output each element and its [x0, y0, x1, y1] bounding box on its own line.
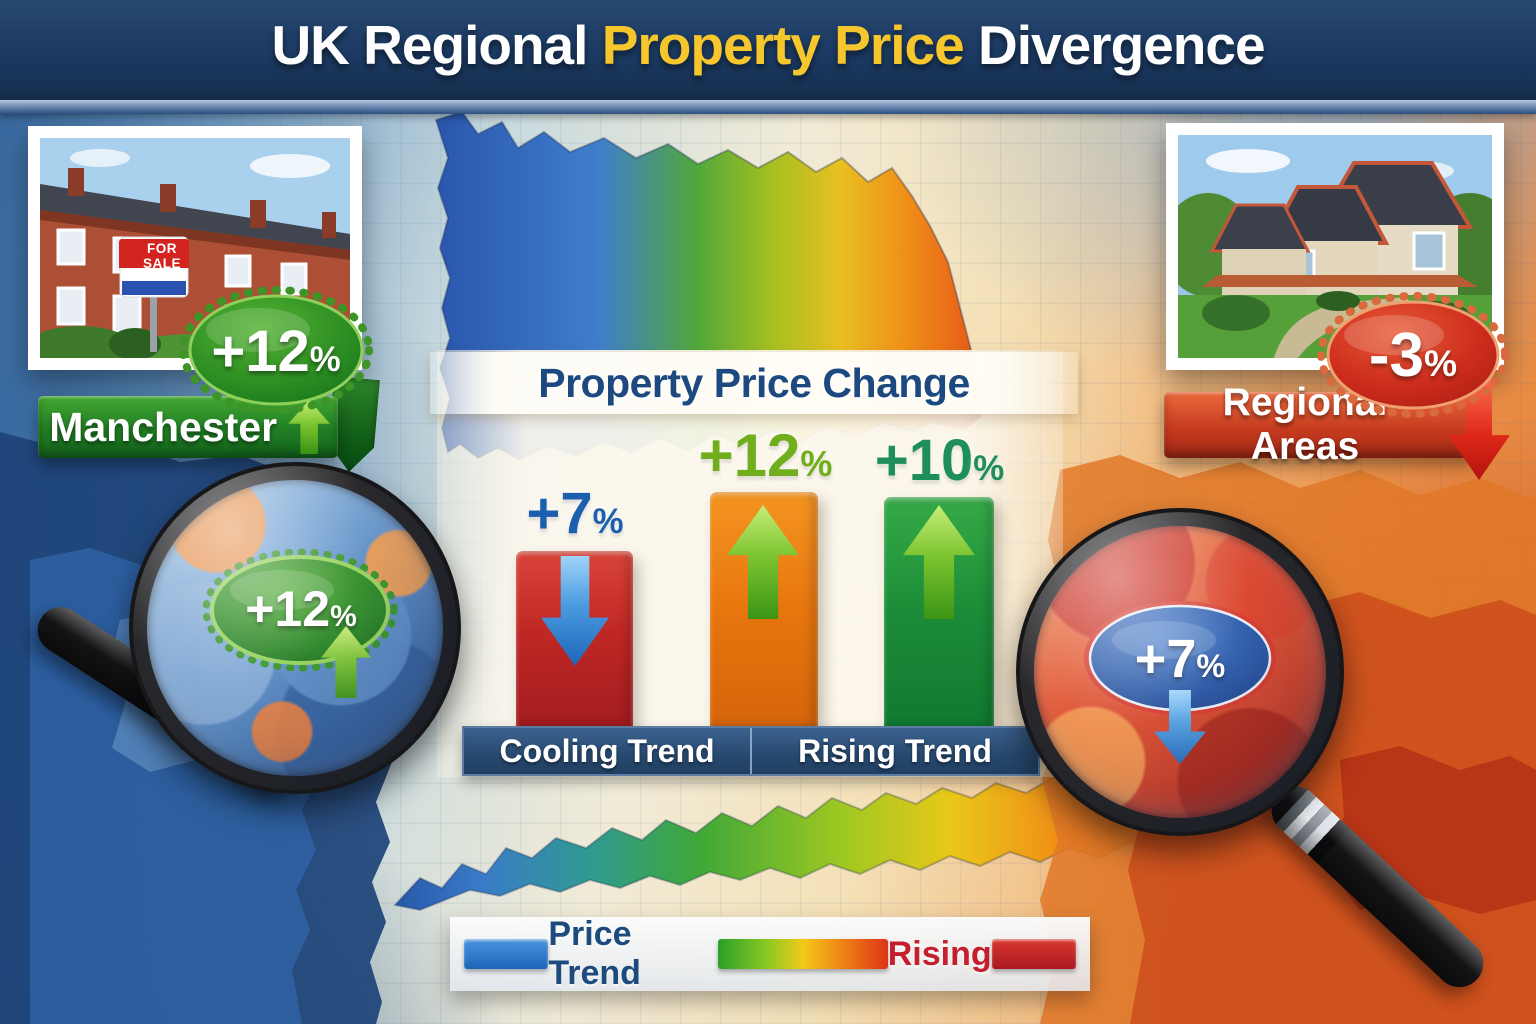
- badge-value: +12: [245, 581, 331, 637]
- badge-value: -3: [1368, 321, 1425, 390]
- for-sale-sign: FOR SALE: [142, 241, 181, 271]
- lens-badge-blue: [1084, 601, 1276, 715]
- badge-value: +7: [1134, 629, 1197, 689]
- bar-value: +12: [698, 422, 801, 489]
- bar-value-label: +12%: [688, 421, 843, 490]
- title-part-2: Divergence: [963, 14, 1266, 76]
- legend-strip: Price Trend Rising: [450, 915, 1090, 992]
- badge-unit: %: [1196, 648, 1226, 684]
- legend-rising-label: Rising: [887, 934, 992, 973]
- badge-value: +12: [211, 319, 310, 384]
- manchester-ribbon: Manchester: [38, 396, 338, 458]
- legend-price-trend-label: Price Trend: [548, 915, 641, 992]
- bar-unit: %: [973, 449, 1005, 488]
- lens-badge-green: [202, 548, 398, 672]
- magnifier-lens-map: +12%: [133, 466, 457, 790]
- legend-gradient-bar: [718, 939, 888, 969]
- manchester-label: Manchester: [49, 403, 278, 450]
- manchester-badge-value: +12%: [186, 318, 366, 385]
- bar-value: +7: [526, 481, 593, 546]
- bar-unit: %: [592, 502, 624, 541]
- bar-value-label: +7%: [500, 480, 650, 547]
- trend-divider: [750, 728, 752, 774]
- trend-footer-strip: Cooling Trend Rising Trend: [462, 726, 1040, 776]
- regional-badge-value: -3%: [1324, 320, 1502, 391]
- lens-badge-value: +12%: [208, 580, 394, 638]
- title-bar: UK Regional Property Price Divergence: [0, 0, 1536, 100]
- title-bar-bevel: [0, 100, 1536, 114]
- down-arrow-icon: [1154, 690, 1206, 764]
- page-title: UK Regional Property Price Divergence: [0, 13, 1536, 77]
- regional-areas-label: Regional Areas: [1222, 381, 1388, 468]
- legend-swatch-red: [991, 939, 1076, 969]
- badge-unit: %: [309, 340, 341, 379]
- bar-value-label: +10%: [862, 427, 1017, 494]
- manchester-badge-seal: [179, 286, 373, 414]
- cooling-trend-label: Cooling Trend: [499, 732, 715, 769]
- legend-swatch-blue: [464, 939, 549, 969]
- lens-badge-value: +7%: [1086, 628, 1274, 690]
- magnifier-lens-map: +7%: [1020, 512, 1340, 832]
- up-arrow-icon: [321, 626, 371, 698]
- badge-unit: %: [1424, 342, 1458, 384]
- chart-title: Property Price Change: [538, 360, 970, 406]
- title-part-accent: Property Price: [601, 14, 965, 76]
- bar-value: +10: [874, 428, 974, 493]
- bar-unit: %: [800, 443, 833, 484]
- magnifier-left: +12%: [28, 462, 461, 801]
- magnifier-right: +7%: [1016, 508, 1494, 998]
- title-part-1: UK Regional: [271, 14, 602, 76]
- regional-badge-seal: [1317, 292, 1509, 418]
- badge-unit: %: [330, 600, 357, 633]
- rising-trend-label: Rising Trend: [798, 732, 992, 769]
- regional-photo-card: [1166, 123, 1504, 370]
- chart-title-banner: Property Price Change: [430, 352, 1078, 414]
